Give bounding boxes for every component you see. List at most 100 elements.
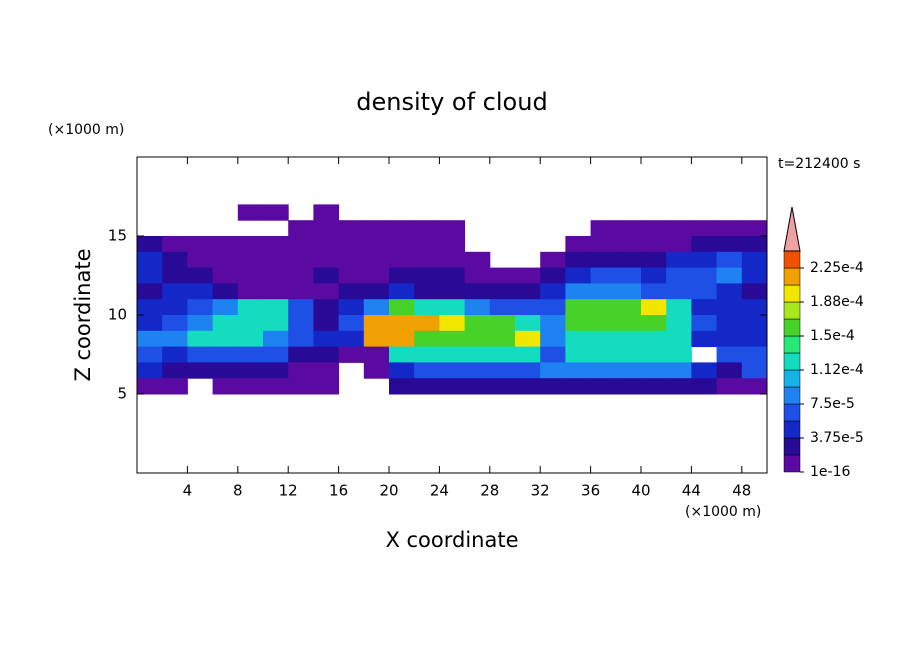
colorbar-label: 1.5e-4 [810,328,855,344]
cell [187,362,214,379]
colorbar-extend [783,206,801,252]
cell [515,378,541,395]
cell [515,346,541,363]
cell [263,346,289,363]
cell [666,330,692,348]
cell [363,220,390,237]
cell [414,251,440,269]
cell [313,330,340,348]
cell [363,283,390,300]
cell [741,346,768,363]
x-axis-label: X coordinate [385,528,518,552]
colorbar-band [783,335,801,354]
cell [414,315,440,332]
cell [187,251,214,269]
cell [464,362,491,379]
cell [212,236,239,253]
cell [288,236,314,253]
cell [590,236,617,253]
cell [716,267,743,284]
cell [313,299,340,316]
cell [414,267,440,284]
cell [515,267,541,284]
x-tick-label: 24 [430,482,449,500]
cell [590,283,617,300]
cell [263,267,289,284]
cell [565,283,592,300]
cell [237,236,264,253]
cell [162,330,188,348]
cell [212,362,239,379]
cell [313,346,340,363]
cell [615,251,642,269]
x-tick-label: 40 [631,482,650,500]
cell [741,378,768,395]
cell [641,346,667,363]
colorbar-band [783,386,801,405]
cell [590,330,617,348]
cell [540,330,566,348]
cell [716,220,743,237]
cell [515,299,541,316]
cell [641,220,667,237]
cell [263,362,289,379]
x-tick-label: 48 [732,482,751,500]
cell [162,362,188,379]
cell [288,267,314,284]
cell [590,362,617,379]
cell [187,299,214,316]
cell [313,283,340,300]
cell [187,236,214,253]
cell [641,236,667,253]
cell [162,251,188,269]
cell [615,346,642,363]
cell [288,283,314,300]
cell [691,251,718,269]
cell [691,378,718,395]
colorbar-band [783,420,801,439]
cell [363,236,390,253]
cell [515,362,541,379]
colorbar-band [783,352,801,371]
cell [263,251,289,269]
cell [464,315,491,332]
cell [263,330,289,348]
cell [162,283,188,300]
cell [313,267,340,284]
cell [565,346,592,363]
cell [439,267,466,284]
cell [691,220,718,237]
cell [439,299,466,316]
cell [212,299,239,316]
cell [691,299,718,316]
cell [338,299,365,316]
annotation: t=212400 s [778,156,860,172]
cell [137,267,163,284]
cell [263,236,289,253]
cell [565,378,592,395]
cell [716,330,743,348]
cell [464,283,491,300]
cell [288,346,314,363]
cell [338,236,365,253]
cell [439,236,466,253]
x-tick-label: 20 [379,482,398,500]
x-tick-label: 28 [480,482,499,500]
cell [187,267,214,284]
cell [716,251,743,269]
cell [237,267,264,284]
cell [389,220,415,237]
cell [162,378,188,395]
cell [540,251,566,269]
x-tick-label: 16 [329,482,348,500]
cell [338,330,365,348]
cell [263,283,289,300]
cell [212,330,239,348]
cell [187,346,214,363]
x-tick-label: 36 [581,482,600,500]
cell [137,315,163,332]
x-tick-label: 4 [183,482,193,500]
cell [615,330,642,348]
cell [540,362,566,379]
cell [162,267,188,284]
